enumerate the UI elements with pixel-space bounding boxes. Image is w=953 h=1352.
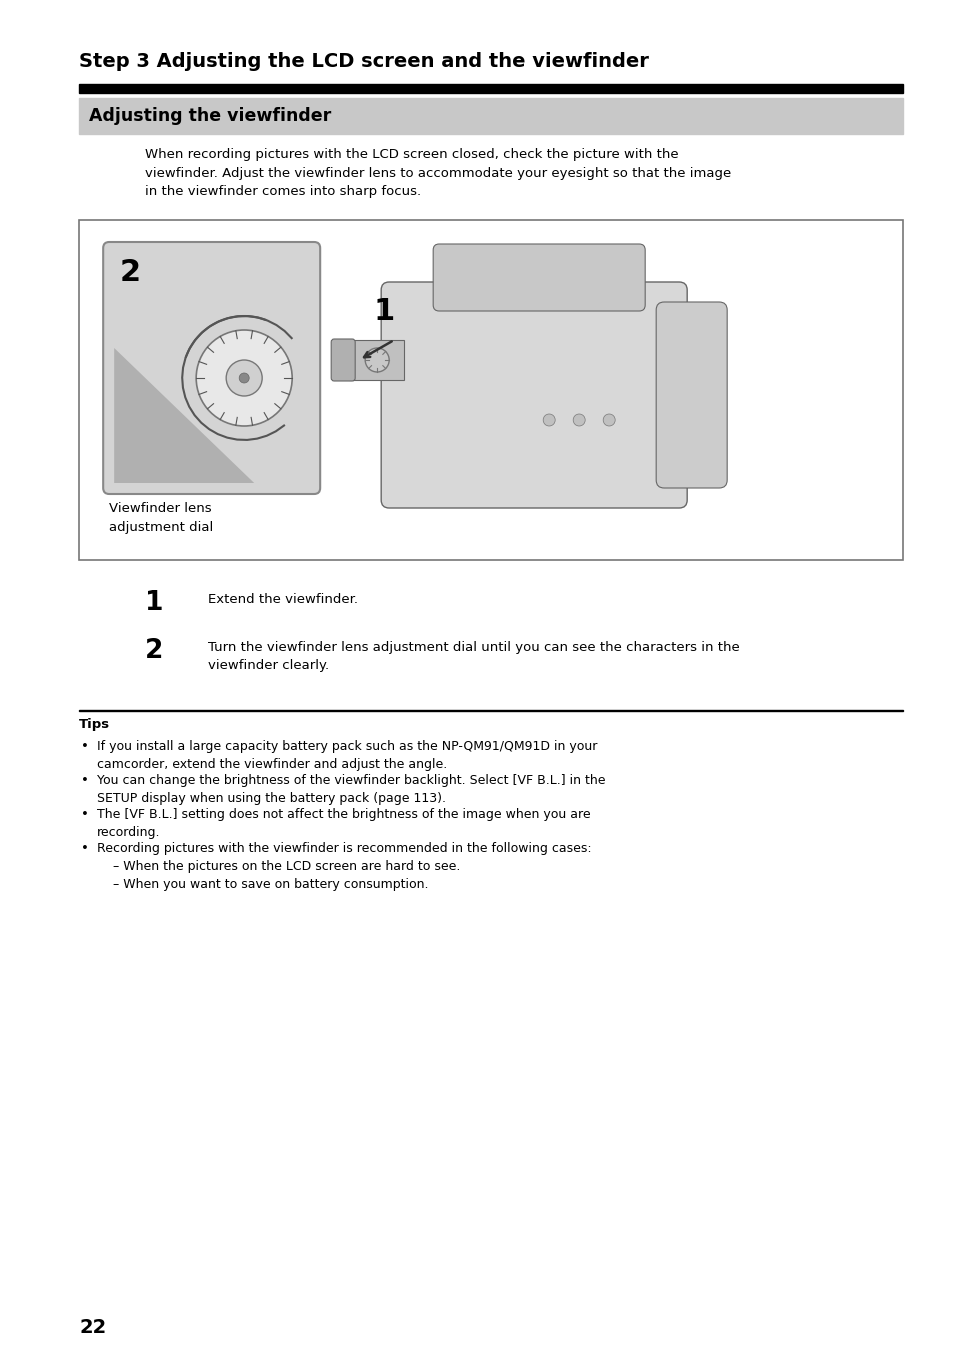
Text: The [VF B.L.] setting does not affect the brightness of the image when you are
r: The [VF B.L.] setting does not affect th… [97, 808, 590, 840]
FancyBboxPatch shape [103, 242, 320, 493]
Polygon shape [114, 347, 253, 483]
FancyBboxPatch shape [381, 283, 686, 508]
Text: Extend the viewfinder.: Extend the viewfinder. [208, 594, 357, 606]
Text: •: • [81, 842, 89, 854]
Text: 22: 22 [79, 1318, 107, 1337]
Text: 2: 2 [145, 638, 163, 664]
Text: Turn the viewfinder lens adjustment dial until you can see the characters in the: Turn the viewfinder lens adjustment dial… [208, 641, 739, 672]
Text: Tips: Tips [79, 718, 111, 731]
Text: 2: 2 [119, 258, 140, 287]
Text: 1: 1 [374, 297, 395, 326]
Text: If you install a large capacity battery pack such as the NP-QM91/QM91D in your
c: If you install a large capacity battery … [97, 740, 597, 771]
Text: •: • [81, 808, 89, 821]
Text: Step 3 Adjusting the LCD screen and the viewfinder: Step 3 Adjusting the LCD screen and the … [79, 51, 648, 72]
Circle shape [365, 347, 389, 372]
Text: You can change the brightness of the viewfinder backlight. Select [VF B.L.] in t: You can change the brightness of the vie… [97, 773, 605, 804]
Circle shape [226, 360, 262, 396]
Bar [349, 339, 404, 380]
Circle shape [542, 414, 555, 426]
Text: Adjusting the viewfinder: Adjusting the viewfinder [89, 107, 331, 124]
FancyBboxPatch shape [331, 339, 355, 381]
Bar [79, 84, 902, 93]
Text: When recording pictures with the LCD screen closed, check the picture with the
v: When recording pictures with the LCD scr… [145, 147, 731, 197]
FancyBboxPatch shape [656, 301, 726, 488]
Bar [79, 220, 902, 560]
Text: Recording pictures with the viewfinder is recommended in the following cases:
  : Recording pictures with the viewfinder i… [97, 842, 591, 891]
Circle shape [602, 414, 615, 426]
Text: 1: 1 [145, 589, 163, 617]
Bar [79, 97, 902, 134]
Circle shape [239, 373, 249, 383]
Text: •: • [81, 773, 89, 787]
Text: •: • [81, 740, 89, 753]
Circle shape [573, 414, 584, 426]
Circle shape [196, 330, 292, 426]
FancyBboxPatch shape [433, 243, 644, 311]
Text: Viewfinder lens
adjustment dial: Viewfinder lens adjustment dial [109, 502, 213, 534]
